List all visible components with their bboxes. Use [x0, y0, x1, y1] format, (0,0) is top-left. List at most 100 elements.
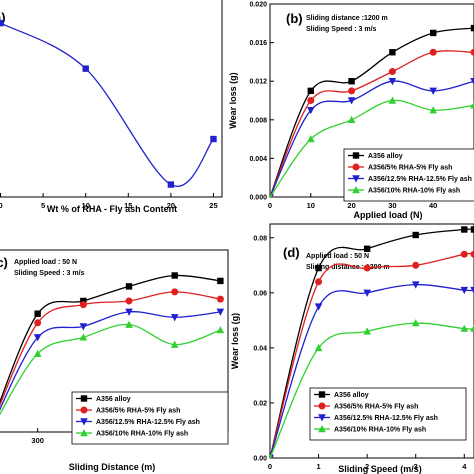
data-point	[125, 308, 133, 316]
data-point	[79, 301, 87, 309]
x-tick-label: 20	[167, 201, 175, 210]
legend-entry: A356/5% RHA-5% Fly ash	[334, 404, 418, 411]
data-point	[460, 286, 469, 295]
data-point	[348, 78, 355, 85]
legend-entry: A356 alloy	[96, 396, 131, 403]
legend-marker	[80, 429, 88, 437]
x-tick-label: 300	[31, 436, 44, 445]
data-point	[412, 231, 419, 239]
legend-marker	[352, 152, 360, 159]
data-point	[210, 135, 217, 143]
legend-entry: A356/5% RHA-5% Fly ash	[96, 408, 180, 415]
data-point	[171, 272, 178, 279]
condition-annotation: Sliding Speed : 3 m/s	[14, 270, 85, 277]
series-line	[270, 99, 474, 197]
plot-frame	[269, 223, 474, 459]
data-point	[363, 327, 371, 335]
x-tick-label: 5	[41, 201, 45, 210]
legend-marker	[318, 414, 326, 422]
data-point	[388, 78, 397, 86]
data-point	[470, 324, 474, 332]
condition-annotation: Applied load : 50 N	[306, 253, 369, 260]
y-tick-label: 0.008	[249, 117, 267, 124]
y-axis-label: Wear loss (g)	[230, 313, 240, 369]
legend-marker	[352, 163, 360, 171]
legend-marker	[80, 395, 88, 402]
condition-annotation: Sliding Speed : 3 m/s	[306, 26, 377, 33]
legend-marker	[318, 425, 326, 433]
data-point	[470, 101, 474, 109]
data-point	[33, 349, 42, 357]
x-axis-label: Wt % of RHA - Fly ash Content	[47, 204, 177, 214]
x-tick-label: 25	[209, 201, 217, 210]
series-group	[0, 272, 225, 416]
data-point	[430, 29, 437, 37]
x-tick-label: 2	[365, 462, 369, 471]
panel-label: a)	[0, 10, 6, 25]
legend-entry: A356/12.5% RHA-12.5% Fly ash	[96, 419, 200, 426]
x-tick-label: 10	[307, 201, 315, 210]
series-group	[0, 19, 217, 188]
series-line	[0, 22, 215, 188]
panel-label: (d)	[283, 245, 300, 260]
chart-panel-a: 0 5 10 15 20 25 Wt % of RHA - Fly ash Content a…	[0, 0, 223, 214]
data-point	[307, 97, 315, 104]
data-point	[170, 340, 179, 348]
chart-panel-b: 0 10 20 30 40 0.000 0.004 0.008 0.012 0.016 0.020 A…	[228, 2, 474, 220]
data-point	[347, 97, 356, 105]
legend-entry: A356 alloy	[368, 153, 403, 160]
x-tick-label: 0	[268, 462, 272, 471]
data-point	[411, 319, 420, 327]
data-point	[314, 303, 323, 311]
x-tick-label: 40	[429, 201, 437, 210]
panel-label: (b)	[286, 11, 303, 26]
x-tick-label: 20	[347, 201, 355, 210]
data-point	[307, 87, 314, 95]
data-point	[388, 68, 396, 76]
data-point	[470, 286, 474, 295]
x-tick-label: 0	[0, 201, 3, 210]
condition-annotation: Sliding distance : 1200 m	[306, 264, 390, 271]
data-point	[460, 324, 469, 332]
data-point	[82, 65, 89, 72]
data-point	[470, 48, 474, 56]
data-point	[461, 226, 468, 233]
legend-marker	[352, 175, 360, 183]
legend-entry: A356/12.5% RHA-12.5% Fly ash	[334, 415, 438, 422]
data-point	[125, 297, 133, 305]
data-point	[217, 277, 224, 285]
legend-entry: A356/5% RHA-5% Fly ash	[368, 165, 452, 172]
data-point	[470, 78, 474, 86]
legend-marker	[80, 406, 88, 414]
y-tick-label: 0.00	[253, 456, 267, 463]
legend-marker	[318, 391, 326, 398]
x-tick-label: 3	[414, 462, 418, 471]
data-point	[315, 278, 323, 286]
y-axis-label: Wear loss (g)	[228, 72, 238, 128]
legend-marker	[318, 402, 326, 410]
data-point	[170, 314, 179, 322]
data-point	[429, 106, 437, 114]
data-point	[429, 87, 437, 95]
x-tick-label: 15	[124, 201, 132, 210]
data-point	[34, 310, 41, 317]
series-group	[270, 226, 474, 458]
y-tick-label: 0.08	[253, 235, 267, 242]
y-tick-label: 0.000	[249, 195, 267, 202]
plot-frame	[0, 0, 223, 198]
data-point	[363, 264, 371, 272]
x-tick-label: 1	[316, 462, 320, 471]
data-point	[470, 226, 474, 233]
data-point	[216, 326, 225, 334]
x-tick-label: 10	[82, 201, 90, 210]
data-point	[307, 106, 315, 115]
data-point	[216, 295, 224, 303]
data-point	[429, 48, 437, 56]
x-axis-label: Applied load (N)	[354, 210, 423, 220]
data-point	[412, 261, 420, 269]
data-point	[363, 245, 371, 252]
y-tick-label: 0.012	[249, 79, 267, 86]
x-tick-label: 4	[462, 462, 467, 471]
condition-annotation: Applied load : 50 N	[14, 259, 77, 266]
